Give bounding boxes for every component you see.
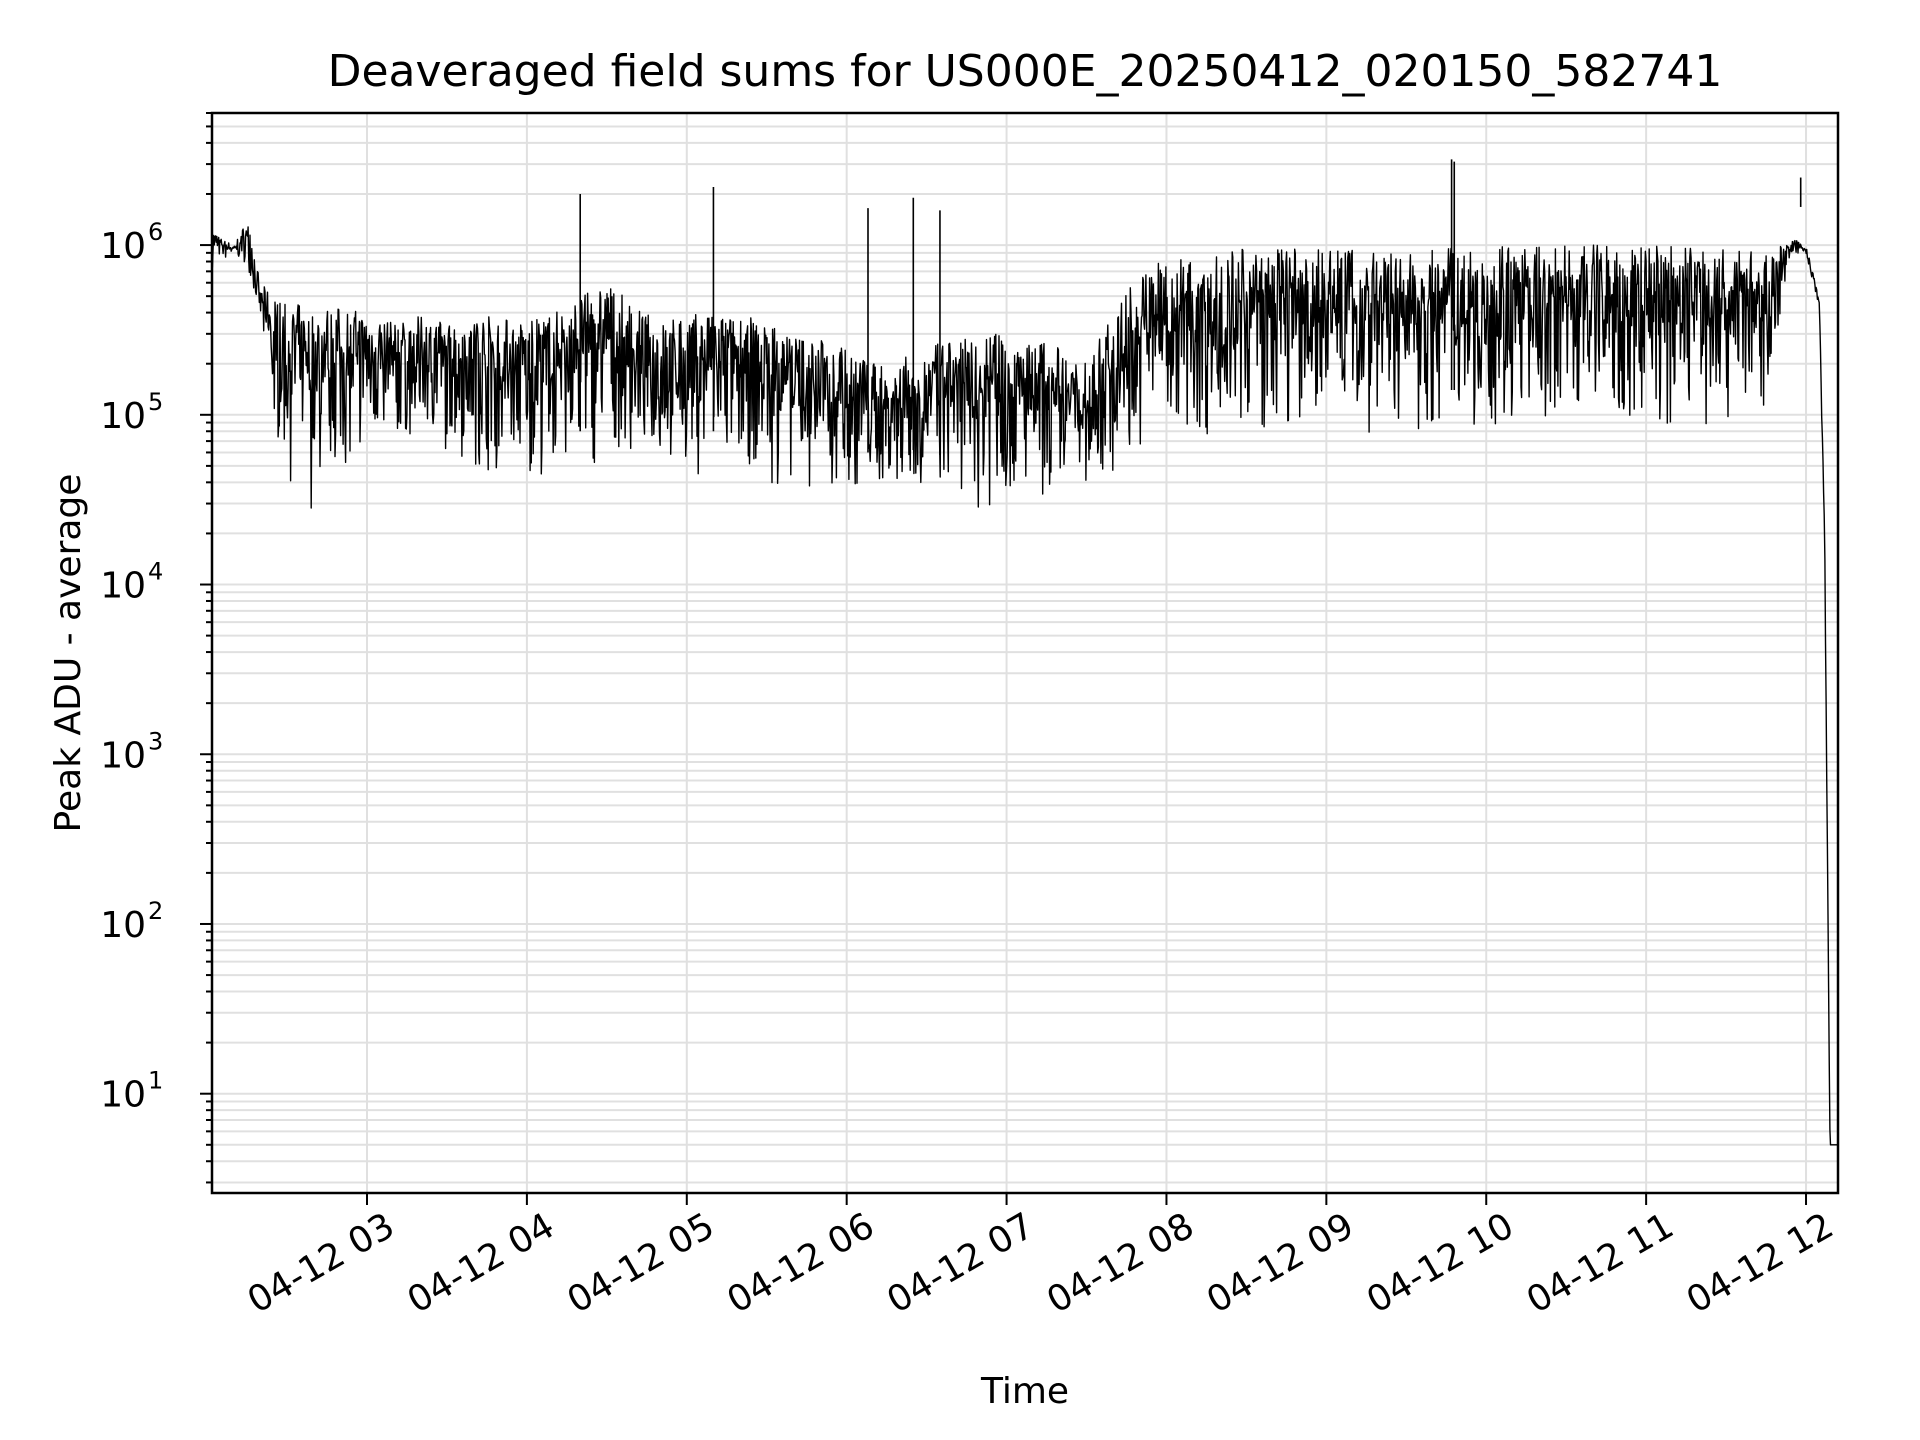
- chart-title: Deaveraged field sums for US000E_2025041…: [328, 46, 1723, 97]
- y-tick-label: 10: [100, 226, 146, 267]
- y-tick-exponent: 3: [148, 727, 163, 755]
- y-axis-label: Peak ADU - average: [48, 474, 89, 833]
- y-tick-exponent: 2: [148, 897, 163, 925]
- y-tick-label: 10: [100, 566, 146, 607]
- y-tick-exponent: 1: [148, 1067, 163, 1095]
- y-tick-exponent: 4: [148, 558, 163, 586]
- series-line: [211, 226, 1839, 1146]
- y-tick-label: 10: [100, 735, 146, 776]
- y-tick-label: 10: [100, 905, 146, 946]
- x-axis-label: Time: [980, 1371, 1069, 1412]
- y-tick-label: 10: [100, 1075, 146, 1116]
- y-tick-exponent: 6: [148, 218, 163, 246]
- y-tick-label: 10: [100, 396, 146, 437]
- y-tick-exponent: 5: [148, 388, 163, 416]
- series-group: [211, 159, 1839, 1146]
